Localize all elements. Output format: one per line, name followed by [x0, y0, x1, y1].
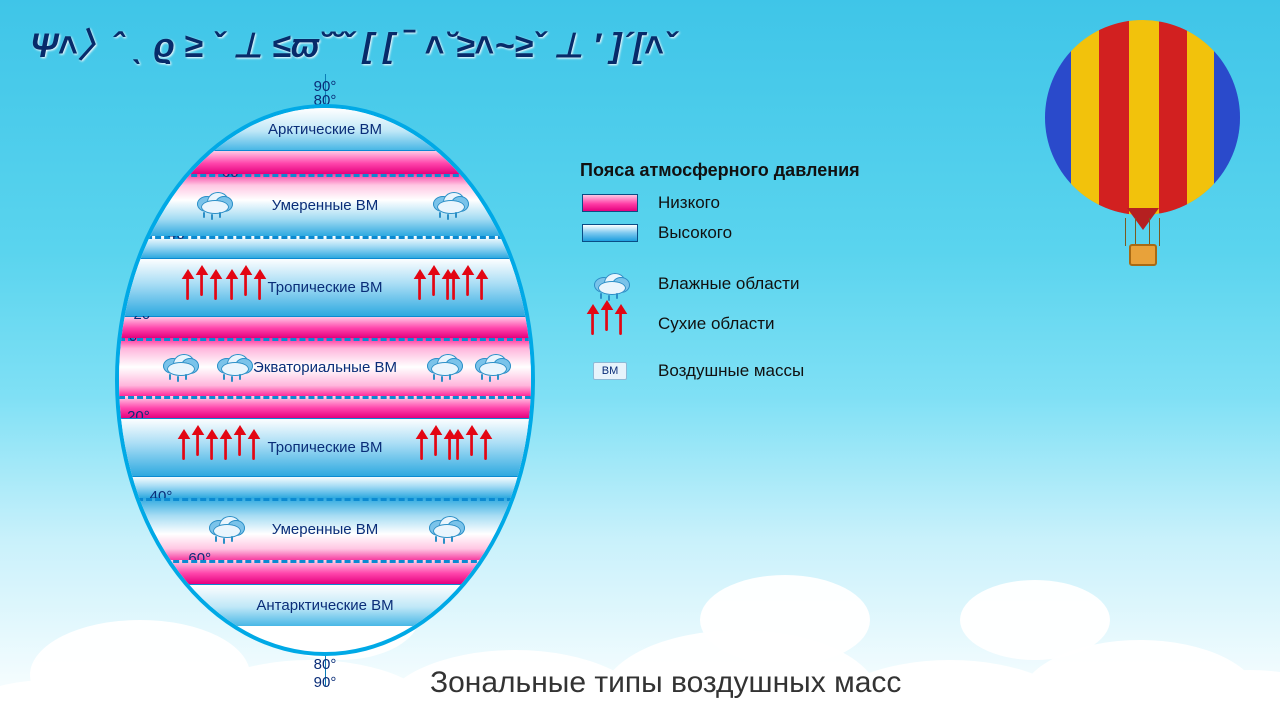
legend: Пояса атмосферного давления Низкого Высок…	[580, 160, 860, 391]
lat-label: 20°	[127, 408, 150, 418]
lat-label-90s: 90°	[314, 674, 337, 691]
rain-cloud-icon	[159, 352, 199, 378]
zone-8: Тропические ВМ	[119, 418, 531, 476]
dry-arrows-icon	[229, 272, 269, 306]
legend-swatch-high	[582, 224, 638, 242]
dry-arrows-icon	[185, 272, 225, 306]
legend-swatch-low	[582, 194, 638, 212]
slide-footer: Зональные типы воздушных масс	[430, 666, 901, 700]
bm-badge: ВМ	[593, 362, 627, 380]
zone-label: Антарктические ВМ	[256, 597, 393, 614]
rain-cloud-icon	[429, 190, 469, 216]
lat-label: 60°	[222, 174, 245, 181]
dry-arrows-icon	[181, 432, 221, 466]
zone-5: 20°	[119, 316, 531, 338]
lat-label: 40°	[150, 488, 173, 498]
zone-10: Умеренные ВМ 60°	[119, 498, 531, 560]
legend-label: Низкого	[658, 193, 720, 213]
legend-label: Влажные области	[658, 274, 799, 294]
lat-label: 20°	[134, 316, 157, 323]
stage: Ψ˄〉ˆ ˎ ϱ ≥ ˇ ⊥ ≤ϖ˘˘ˇ [ [ ‾ ˄˘≥˄~≥ˇ ⊥ ′ ]…	[0, 0, 1280, 720]
rain-cloud-icon	[471, 352, 511, 378]
dry-arrows-icon	[223, 432, 263, 466]
legend-row: Влажные области	[580, 271, 860, 297]
legend-header: Пояса атмосферного давления	[580, 160, 860, 181]
lat-label: 0°	[129, 338, 143, 345]
rain-cloud-icon	[193, 190, 233, 216]
zone-label: Умеренные ВМ	[272, 521, 379, 538]
zone-label: Тропические ВМ	[267, 279, 382, 296]
balloon-basket	[1129, 244, 1157, 266]
zone-0: Арктические ВМ	[119, 108, 531, 150]
balloon-envelope	[1045, 20, 1240, 215]
legend-row: ВМ Воздушные массы	[580, 361, 860, 381]
balloon-ropes	[1123, 218, 1163, 246]
zone-12: Антарктические ВМ	[119, 584, 531, 626]
hot-air-balloon	[1045, 20, 1240, 280]
legend-row: Высокого	[580, 223, 860, 243]
legend-label: Высокого	[658, 223, 732, 243]
rain-cloud-icon	[205, 514, 245, 540]
globe-diagram: 90° 80° Арктические ВМУмеренные ВМ60°40°…	[115, 80, 535, 680]
legend-label: Сухие области	[658, 314, 775, 334]
zone-9: 40°	[119, 476, 531, 498]
zone-4: Тропические ВМ	[119, 258, 531, 316]
zone-label: Умеренные ВМ	[272, 197, 379, 214]
legend-row: Низкого	[580, 193, 860, 213]
globe-body: Арктические ВМ Умеренные ВМ 60° 40° Тропичес…	[115, 104, 535, 656]
zone-11	[119, 560, 531, 584]
rain-cloud-icon	[590, 271, 630, 297]
dry-arrows-icon	[455, 432, 495, 466]
zone-3: 40°	[119, 236, 531, 258]
legend-label: Воздушные массы	[658, 361, 804, 381]
rain-cloud-icon	[425, 514, 465, 540]
legend-row: Сухие области	[580, 307, 860, 341]
zone-label: Экваториальные ВМ	[253, 359, 397, 376]
lat-label: 60°	[188, 550, 211, 560]
rain-cloud-icon	[423, 352, 463, 378]
zone-6: Экваториальные ВМ 0°	[119, 338, 531, 396]
zone-label: Арктические ВМ	[268, 121, 382, 138]
dry-arrows-icon	[590, 307, 630, 341]
zone-1	[119, 150, 531, 174]
slide-title: Ψ˄〉ˆ ˎ ϱ ≥ ˇ ⊥ ≤ϖ˘˘ˇ [ [ ‾ ˄˘≥˄~≥ˇ ⊥ ′ ]…	[30, 18, 960, 67]
zone-7: 20°	[119, 396, 531, 418]
lat-label: 40°	[168, 236, 191, 243]
zone-label: Тропические ВМ	[267, 439, 382, 456]
rain-cloud-icon	[213, 352, 253, 378]
zone-2: Умеренные ВМ 60°	[119, 174, 531, 236]
lat-label-80s: 80°	[314, 656, 337, 673]
dry-arrows-icon	[451, 272, 491, 306]
